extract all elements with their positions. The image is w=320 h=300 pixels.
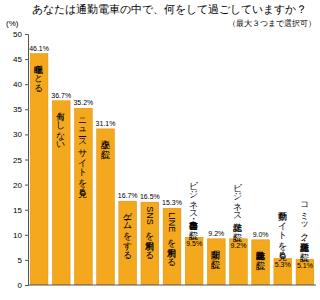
y-tick-label: 0	[18, 281, 23, 290]
y-tick-label: 10	[13, 231, 22, 240]
y-tick-label: 5	[18, 256, 23, 265]
data-label: 16.7%	[118, 192, 138, 199]
bar	[252, 240, 270, 285]
subtitle: （最大３つまで選択可）	[228, 19, 316, 28]
data-label: 9.0%	[253, 231, 269, 238]
data-label: 46.1%	[29, 45, 49, 52]
y-axis-line	[25, 35, 29, 286]
category-label: 新聞を読む	[211, 243, 221, 270]
bar	[296, 259, 314, 285]
bar	[274, 258, 292, 285]
y-tick-mark	[25, 109, 28, 110]
data-label: 5.3%	[275, 261, 291, 268]
category-label: 趣味雑誌を読む	[256, 244, 266, 271]
y-tick: 50	[13, 30, 28, 39]
y-tick-mark	[25, 84, 28, 85]
y-tick-label: 35	[13, 105, 22, 114]
y-tick: 15	[13, 206, 28, 215]
category-label: 小説を読む	[101, 133, 111, 160]
bar	[141, 202, 159, 285]
bar	[207, 239, 225, 285]
y-tick-mark	[25, 210, 28, 211]
y-tick-label: 25	[13, 156, 22, 165]
y-tick-mark	[25, 285, 28, 286]
data-label: 9.5%	[186, 240, 202, 247]
data-label: 15.3%	[162, 199, 182, 206]
bar	[230, 239, 248, 285]
y-tick: 20	[13, 181, 28, 190]
y-tick: 5	[18, 256, 28, 265]
category-label: ビジネス書・自己啓発本を読む	[189, 174, 199, 241]
category-label: LINEを利用する	[167, 212, 177, 267]
y-tick-label: 45	[13, 55, 22, 64]
chart: あなたは通勤電車の中で、何をして過ごしていますか？ （最大３つまで選択可） (%) 0…	[0, 0, 320, 300]
y-tick-mark	[25, 185, 28, 186]
y-tick-mark	[25, 260, 28, 261]
category-label: ニュースサイトを見る	[78, 112, 88, 199]
y-tick-mark	[25, 160, 28, 161]
y-tick: 30	[13, 130, 28, 139]
y-tick: 25	[13, 156, 28, 165]
y-tick-mark	[25, 59, 28, 60]
category-label: コミック雑誌・漫画を読む	[300, 196, 310, 263]
category-label: ビジネス雑誌を読む	[233, 176, 243, 243]
data-label: 9.2%	[208, 230, 224, 237]
data-label: 9.2%	[230, 242, 246, 249]
title: あなたは通勤電車の中で、何をして過ごしていますか？	[32, 3, 307, 16]
labels: 睡眠をとる 46.1% 何もしない 36.7% ニュースサイトを見る 35.2% 小説を読む…	[29, 45, 313, 271]
category-label: 動画サイトを見る	[278, 205, 288, 262]
category-label: 睡眠をとる	[34, 58, 44, 93]
category-label: SNSを利用する	[145, 206, 155, 260]
bars	[30, 54, 314, 285]
y-tick-mark	[25, 34, 28, 35]
y-tick: 35	[13, 105, 28, 114]
bar	[52, 101, 70, 285]
y-tick-mark	[25, 235, 28, 236]
y-tick-mark	[25, 134, 28, 135]
bar	[30, 54, 48, 285]
y-tick-label: 15	[13, 206, 22, 215]
data-label: 5.1%	[297, 262, 313, 269]
y-tick-label: 20	[13, 181, 22, 190]
y-tick-label: 50	[13, 30, 22, 39]
y-axis: 0 5 10 15 20 25 30 35 40 45 50	[13, 30, 28, 290]
bar	[119, 201, 137, 285]
y-axis-label: (%)	[6, 19, 19, 28]
data-label: 16.5%	[140, 193, 160, 200]
bar	[185, 237, 203, 285]
bar	[97, 129, 115, 285]
y-tick: 10	[13, 231, 28, 240]
y-tick-label: 40	[13, 80, 22, 89]
data-label: 35.2%	[73, 99, 93, 106]
bar	[75, 108, 93, 285]
y-tick: 40	[13, 80, 28, 89]
y-tick-label: 30	[13, 130, 22, 139]
category-label: ゲームをする	[123, 205, 133, 260]
data-label: 31.1%	[96, 120, 116, 127]
data-label: 36.7%	[51, 92, 71, 99]
y-tick: 45	[13, 55, 28, 64]
category-label: 何もしない	[56, 105, 66, 148]
y-tick: 0	[18, 281, 28, 290]
bar	[163, 208, 181, 285]
x-axis-line	[28, 285, 316, 286]
